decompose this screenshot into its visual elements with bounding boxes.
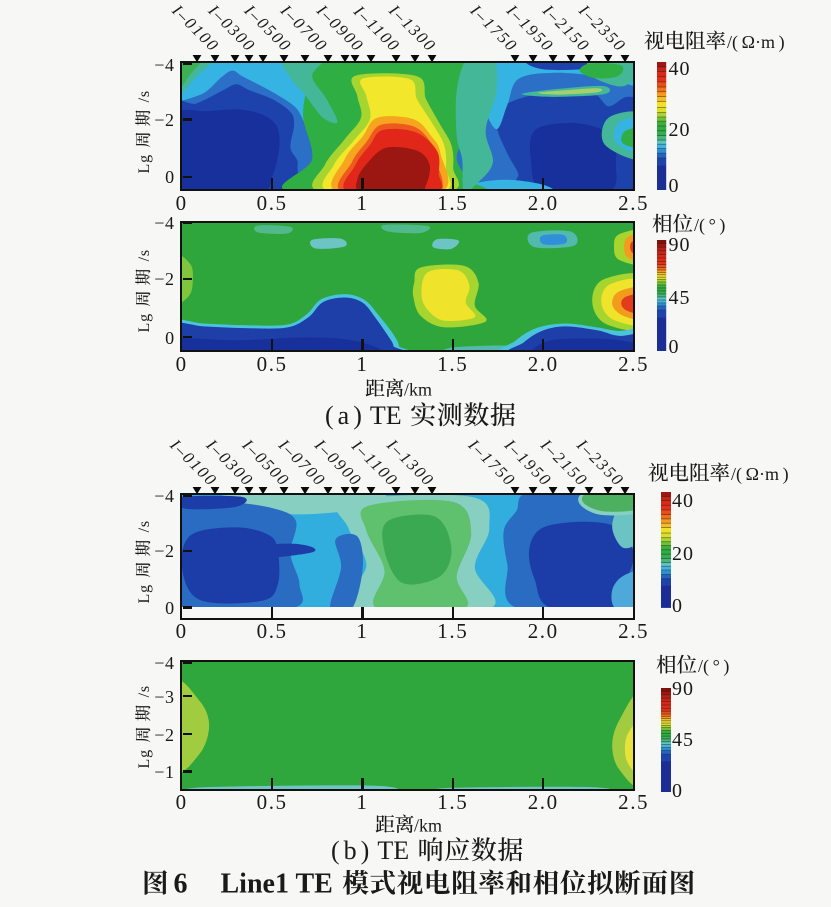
svg-text:Lg: Lg	[135, 313, 152, 332]
svg-text:Lg: Lg	[135, 584, 152, 603]
svg-text:b: b	[343, 836, 356, 865]
svg-text:(: (	[325, 401, 334, 430]
svg-text:TE: TE	[370, 401, 402, 430]
svg-text:): )	[360, 836, 369, 865]
svg-text:TE: TE	[377, 836, 409, 865]
svg-text:(: (	[331, 836, 340, 865]
svg-text:6: 6	[173, 868, 187, 899]
svg-text:): )	[353, 401, 362, 430]
svg-text:/( Ω·m ): /( Ω·m )	[731, 464, 789, 485]
svg-text:/km: /km	[404, 379, 432, 399]
svg-text:/s: /s	[135, 520, 152, 532]
svg-text:Lg: Lg	[135, 749, 152, 768]
svg-text:/km: /km	[414, 815, 442, 835]
svg-text:/s: /s	[135, 249, 152, 261]
svg-text:/( ° ): /( ° )	[698, 656, 729, 677]
svg-text:Line1 TE: Line1 TE	[220, 868, 332, 899]
svg-text:/s: /s	[135, 685, 152, 697]
svg-text:/( ° ): /( ° )	[694, 215, 725, 236]
svg-text:/( Ω·m ): /( Ω·m )	[727, 32, 785, 53]
svg-text:a: a	[338, 401, 350, 430]
svg-text:/s: /s	[135, 90, 152, 102]
svg-text:Lg: Lg	[135, 154, 152, 173]
